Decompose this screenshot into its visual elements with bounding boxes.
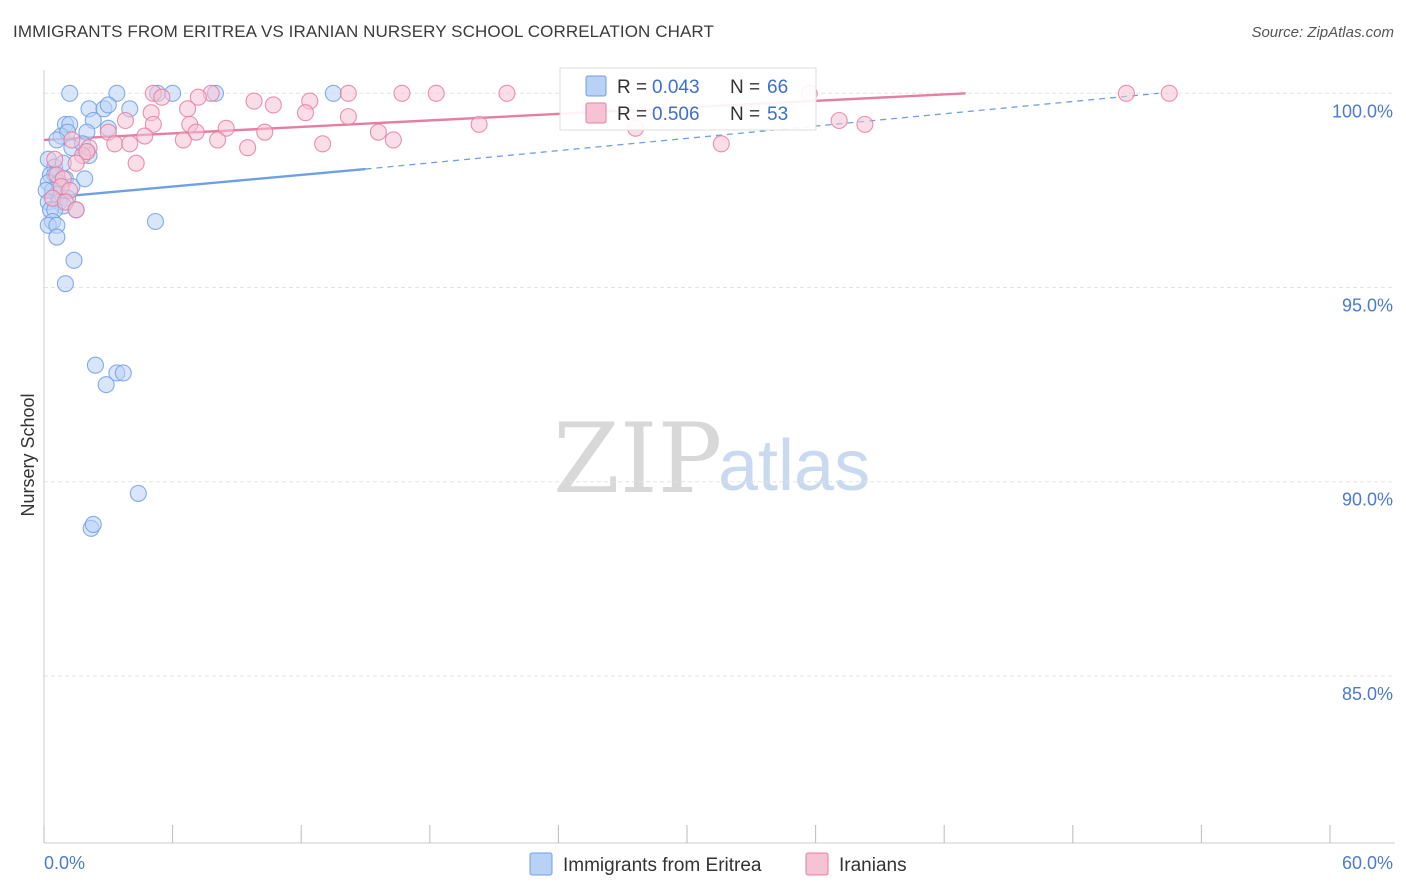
point-series0-8 bbox=[99, 96, 117, 114]
point-series1-12 bbox=[264, 96, 282, 114]
point-series1-52 bbox=[67, 201, 85, 219]
point-series1-6 bbox=[1117, 84, 1135, 102]
legend-n-label-iranians: N = bbox=[730, 104, 760, 125]
point-series1-18 bbox=[116, 111, 134, 130]
point-series0-48 bbox=[56, 275, 74, 293]
point-series1-45 bbox=[127, 154, 145, 172]
point-series0-0 bbox=[61, 84, 79, 102]
x-tick-label-max: 60.0% bbox=[1342, 853, 1393, 873]
point-series1-34 bbox=[121, 135, 139, 153]
legend-r-value-eritrea: 0.043 bbox=[652, 77, 700, 98]
watermark: ZIP atlas bbox=[553, 403, 870, 515]
point-series1-39 bbox=[384, 131, 402, 149]
watermark-zip: ZIP bbox=[553, 403, 722, 515]
point-series0-46 bbox=[48, 228, 66, 246]
point-series1-26 bbox=[369, 123, 387, 141]
point-series0-5 bbox=[324, 84, 342, 102]
point-series1-11 bbox=[245, 92, 263, 110]
point-series1-23 bbox=[136, 127, 154, 145]
point-series1-16 bbox=[296, 104, 315, 122]
point-series1-24 bbox=[187, 123, 205, 141]
legend-r-label-eritrea: R = bbox=[617, 77, 647, 98]
y-tick-label-0: 100.0% bbox=[1332, 101, 1393, 121]
x-tick-label-min: 0.0% bbox=[44, 853, 85, 873]
y-tick-label-1: 95.0% bbox=[1342, 296, 1393, 316]
point-series1-25 bbox=[256, 123, 274, 141]
point-series0-1 bbox=[108, 84, 126, 102]
point-series0-45 bbox=[146, 212, 165, 231]
point-series1-43 bbox=[46, 150, 64, 168]
point-series0-49 bbox=[86, 356, 104, 374]
watermark-atlas: atlas bbox=[718, 426, 870, 506]
series-legend: Immigrants from Eritrea Iranians bbox=[529, 852, 907, 876]
legend-n-value-iranians: 53 bbox=[767, 104, 788, 125]
point-series1-2 bbox=[339, 84, 357, 102]
point-series1-29 bbox=[830, 111, 848, 130]
point-series1-10 bbox=[189, 88, 207, 106]
legend-swatch-iranians bbox=[585, 102, 607, 124]
point-series1-17 bbox=[339, 108, 357, 126]
legend-r-label-iranians: R = bbox=[617, 104, 647, 125]
y-tick-label-3: 85.0% bbox=[1342, 684, 1393, 704]
point-series1-4 bbox=[427, 84, 445, 102]
source-label: Source: ZipAtlas.com bbox=[1251, 24, 1394, 41]
point-series1-7 bbox=[1160, 84, 1178, 102]
point-series1-33 bbox=[106, 135, 124, 153]
stats-legend: R = 0.043 N = 66 R = 0.506 N = 53 bbox=[559, 67, 817, 131]
y-tick-label-2: 90.0% bbox=[1342, 490, 1393, 510]
point-series1-35 bbox=[174, 131, 192, 149]
point-series1-44 bbox=[67, 154, 85, 172]
point-series1-36 bbox=[209, 131, 227, 149]
point-series1-38 bbox=[314, 135, 332, 153]
bottom-legend-label-eritrea: Immigrants from Eritrea bbox=[563, 855, 762, 876]
point-series1-42 bbox=[78, 143, 96, 161]
bottom-legend-swatch-eritrea bbox=[529, 852, 553, 876]
data-points bbox=[37, 84, 1178, 537]
point-series0-52 bbox=[97, 376, 115, 394]
point-series1-27 bbox=[470, 115, 488, 133]
y-tick-labels: 100.0% 95.0% 90.0% 85.0% bbox=[1332, 101, 1393, 704]
bottom-legend-label-iranians: Iranians bbox=[839, 855, 907, 876]
trend-line-0 bbox=[43, 167, 366, 200]
point-series1-5 bbox=[498, 84, 516, 102]
point-series1-9 bbox=[153, 88, 171, 106]
point-series1-21 bbox=[217, 119, 235, 137]
point-series1-19 bbox=[144, 115, 162, 133]
point-series1-30 bbox=[856, 115, 874, 133]
point-series1-3 bbox=[393, 84, 411, 102]
trend-line-extension-0 bbox=[365, 92, 1159, 170]
chart-title: IMMIGRANTS FROM ERITREA VS IRANIAN NURSE… bbox=[13, 22, 714, 41]
point-series0-31 bbox=[76, 170, 94, 188]
point-series1-14 bbox=[179, 100, 197, 118]
legend-n-label-eritrea: N = bbox=[730, 77, 760, 98]
y-axis-title: Nursery School bbox=[18, 393, 38, 516]
legend-r-value-iranians: 0.506 bbox=[652, 104, 700, 125]
point-series0-55 bbox=[84, 515, 102, 534]
bottom-legend-swatch-iranians bbox=[805, 852, 829, 876]
point-series1-31 bbox=[63, 131, 81, 149]
point-series0-17 bbox=[48, 131, 66, 149]
legend-swatch-eritrea bbox=[585, 75, 607, 97]
point-series0-47 bbox=[65, 251, 83, 269]
point-series1-37 bbox=[239, 139, 257, 157]
point-series1-40 bbox=[712, 135, 730, 153]
point-series0-51 bbox=[114, 364, 132, 382]
legend-n-value-eritrea: 66 bbox=[767, 77, 788, 98]
point-series0-53 bbox=[129, 484, 147, 502]
